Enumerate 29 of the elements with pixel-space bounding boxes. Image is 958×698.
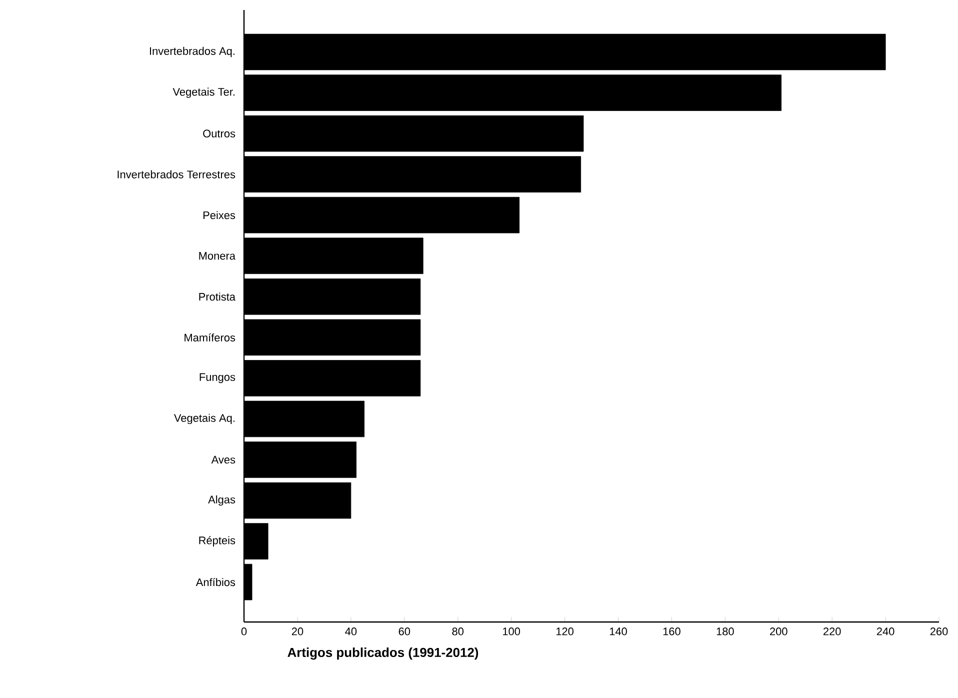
y-tick-label: Peixes [203, 211, 236, 220]
x-tick-label: 100 [503, 628, 520, 636]
x-tick-label: 80 [452, 628, 464, 636]
x-tick-label: 160 [663, 628, 680, 636]
y-tick-label: Vegetais Ter. [172, 88, 234, 98]
x-tick-label: 220 [823, 628, 841, 636]
y-tick-label: Aves [211, 456, 236, 464]
x-axis-title: Artigos publicados (1991-2012) [288, 648, 478, 660]
x-tick-label: 200 [770, 628, 788, 636]
x-tick-label: 0 [241, 628, 247, 636]
y-tick-label: Monera [199, 252, 236, 260]
y-tick-label: Outros [203, 130, 236, 138]
y-tick-label: Fungos [200, 373, 236, 384]
y-tick-label: Algas [208, 495, 236, 506]
x-tick-label: 60 [398, 628, 410, 636]
y-tick-label: Répteis [199, 536, 236, 546]
x-tick-label: 20 [292, 628, 304, 636]
x-tick-label: 120 [556, 628, 574, 636]
x-tick-label: 240 [876, 628, 894, 636]
x-tick-label: 140 [610, 628, 627, 636]
y-tick-label: Vegetais Aq. [174, 414, 234, 424]
y-tick-label: Invertebrados Aq. [150, 46, 234, 58]
y-tick-label: Protista [199, 292, 236, 301]
x-tick-label: 260 [930, 628, 948, 636]
y-tick-label: Mamíferos [184, 333, 236, 342]
y-tick-label: Anfíbios [196, 578, 236, 586]
y-tick-label: Invertebrados Terrestres [118, 170, 236, 178]
x-tick-label: 40 [345, 628, 357, 636]
x-tick-label: 180 [716, 628, 734, 636]
